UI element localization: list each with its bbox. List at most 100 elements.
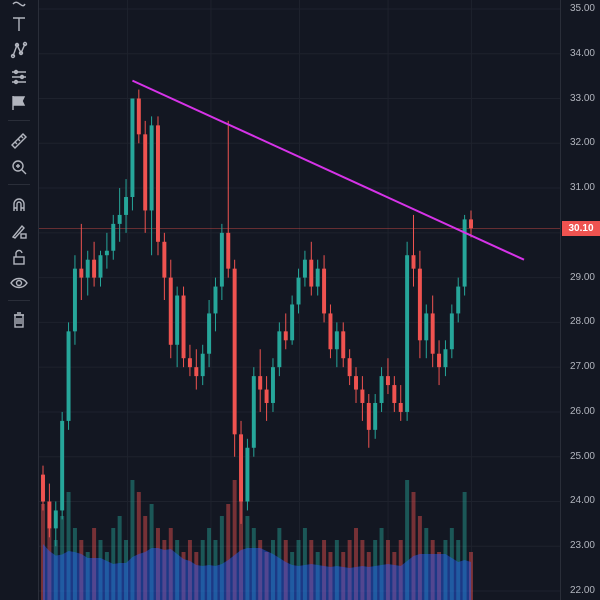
volume-bar [430, 540, 435, 600]
candle-body [149, 125, 154, 211]
volume-bar [341, 552, 346, 600]
volume-bar [187, 540, 192, 600]
volume-bar [315, 552, 320, 600]
candle-body [92, 259, 97, 278]
magnet-icon[interactable] [7, 194, 31, 216]
candle-body [66, 331, 71, 421]
volume-bar [60, 516, 65, 600]
candle-body [277, 331, 282, 368]
volume-bar [232, 480, 237, 600]
candle-body [437, 353, 442, 368]
candlestick-chart[interactable] [39, 0, 560, 600]
candle-body [430, 313, 435, 354]
volume-bar [104, 552, 109, 600]
curve-tool-icon[interactable] [7, 0, 31, 18]
candle-body [443, 349, 448, 368]
candle-body [411, 255, 416, 269]
volume-bar [469, 552, 473, 600]
price-tick-label: 28.00 [569, 316, 595, 328]
candle-body [219, 232, 224, 287]
candle-body [296, 277, 301, 305]
volume-bar [85, 552, 90, 600]
zoom-in-icon[interactable] [7, 156, 31, 178]
volume-bar [175, 540, 180, 600]
volume-bar [213, 540, 218, 600]
candle-body [264, 389, 269, 403]
price-tick-label: 33.00 [569, 92, 595, 104]
candle-body [449, 313, 454, 350]
candle-body [366, 402, 371, 430]
price-tick-label: 35.00 [569, 2, 595, 14]
candle-body [124, 197, 129, 215]
candle-body [111, 223, 116, 251]
price-tick-label: 34.00 [569, 47, 595, 59]
price-tick-label: 26.00 [569, 405, 595, 417]
candle-body [239, 434, 244, 502]
volume-bar [41, 504, 45, 600]
candle-body [424, 313, 429, 341]
lock-drawing-icon[interactable] [7, 220, 31, 242]
eye-icon[interactable] [7, 272, 31, 294]
price-tick-label: 23.00 [569, 540, 595, 552]
candle-body [258, 376, 263, 390]
price-tick-label: 32.00 [569, 137, 595, 149]
candle-body [245, 447, 250, 502]
flag-icon[interactable] [7, 92, 31, 114]
candle-body [194, 367, 199, 377]
volume-bar [443, 540, 448, 600]
volume-bar [92, 528, 97, 600]
candle-body [200, 353, 205, 377]
candle-body [47, 501, 52, 529]
unlock-icon[interactable] [7, 246, 31, 268]
volume-bar [130, 480, 135, 600]
candle-body [98, 255, 103, 278]
candle-body [385, 376, 390, 386]
candle-body [168, 277, 173, 345]
volume-bar [379, 528, 384, 600]
candle-body [104, 250, 109, 256]
volume-bar [302, 528, 307, 600]
toolbar-divider [8, 300, 30, 301]
volume-bar [309, 540, 314, 600]
volume-bar [328, 552, 333, 600]
text-tool-icon[interactable] [7, 13, 31, 35]
volume-bar [290, 552, 295, 600]
candle-body [398, 402, 403, 412]
volume-bar [405, 480, 410, 600]
volume-bar [72, 528, 77, 600]
candle-body [72, 268, 77, 332]
price-tick-label: 31.00 [569, 182, 595, 194]
volume-bar [245, 516, 250, 600]
candle-body [53, 510, 58, 529]
current-price-label: 30.10 [562, 221, 600, 237]
forecast-tool-icon[interactable] [7, 66, 31, 88]
candle-body [315, 268, 320, 287]
volume-bar [200, 540, 205, 600]
candle-body [322, 268, 327, 314]
volume-bar [398, 540, 403, 600]
trash-icon[interactable] [7, 309, 31, 331]
volume-bar [143, 516, 148, 600]
volume-bar [124, 540, 129, 600]
price-axis[interactable]: 35.0034.0033.0032.0031.0030.0029.0028.00… [560, 0, 600, 600]
volume-bar [392, 552, 397, 600]
candle-body [334, 331, 339, 350]
candle-body [79, 268, 84, 278]
volume-bar [385, 540, 390, 600]
ruler-icon[interactable] [7, 130, 31, 152]
candle-body [290, 304, 295, 341]
volume-bar [162, 540, 167, 600]
candle-body [251, 376, 256, 448]
volume-bar [283, 540, 288, 600]
pattern-tool-icon[interactable] [7, 39, 31, 61]
volume-bar [456, 540, 461, 600]
volume-bar [417, 516, 422, 600]
volume-bar [149, 504, 154, 600]
candle-body [469, 219, 473, 229]
candle-body [283, 331, 288, 341]
candle-body [162, 241, 167, 278]
candle-body [379, 376, 384, 403]
candle-body [175, 295, 180, 345]
candle-body [117, 214, 122, 224]
volume-bar [258, 540, 263, 600]
